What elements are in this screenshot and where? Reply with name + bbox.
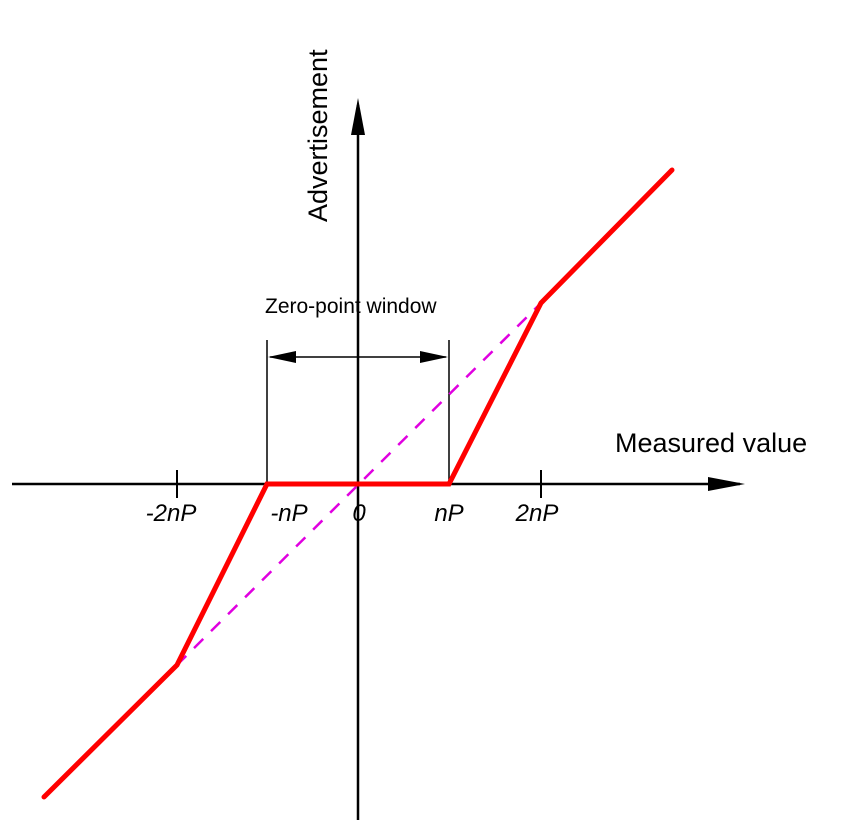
tick-label-minus-2np: -2nP xyxy=(146,500,197,527)
y-axis-title: Advertisement xyxy=(303,49,333,222)
y-axis-arrowhead xyxy=(351,98,365,135)
tick-label-zero: 0 xyxy=(352,500,366,527)
characteristic-curve xyxy=(41,167,675,800)
x-axis-arrowhead xyxy=(708,477,745,491)
zero-point-window-label: Zero-point window xyxy=(265,295,437,318)
window-arrow-right xyxy=(420,351,448,363)
tick-label-plus-2np: 2nP xyxy=(515,500,559,527)
tick-label-minus-np: -nP xyxy=(270,500,307,527)
tick-label-np: nP xyxy=(434,500,463,527)
x-axis-title: Measured value xyxy=(615,428,807,458)
window-arrow-left xyxy=(268,351,296,363)
